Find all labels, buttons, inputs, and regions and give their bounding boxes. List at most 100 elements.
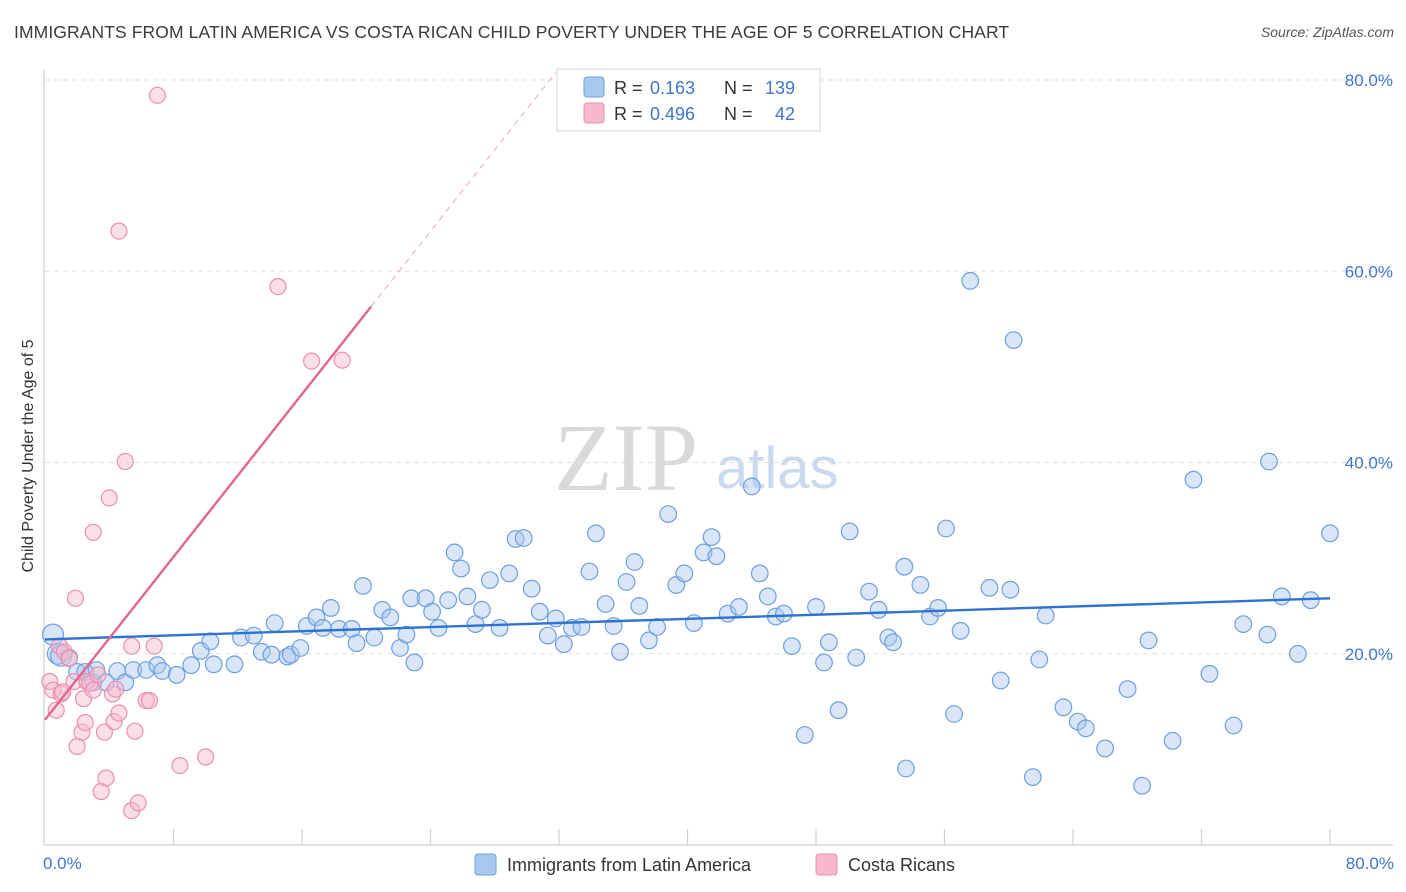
data-point-costa-ricans [140,691,158,710]
data-point-immigrants [911,576,930,594]
watermark-atlas: atlas [716,436,839,501]
data-point-costa-ricans [116,452,134,471]
data-point-immigrants [262,645,281,664]
data-point-immigrants [397,625,416,644]
stats-r-value-blue: 0.163 [650,78,695,98]
data-point-immigrants [182,656,201,675]
data-point-immigrants [897,759,915,778]
data-point-costa-ricans [126,722,144,740]
data-point-immigrants [1272,587,1291,606]
data-point-immigrants [1036,606,1055,625]
data-point-immigrants [1200,664,1219,683]
y-tick-label: 60.0% [1345,262,1393,281]
data-point-immigrants [204,655,223,674]
data-point-costa-ricans [92,782,110,801]
stats-r-label-pink: R = [614,104,643,124]
data-point-costa-ricans [84,523,102,541]
data-point-immigrants [1184,470,1203,489]
y-tick-label: 20.0% [1345,645,1393,664]
data-point-immigrants [554,635,573,654]
data-point-costa-ricans [84,681,102,699]
data-point-immigrants [820,633,838,652]
data-point-immigrants [458,587,477,606]
data-point-costa-ricans [145,637,163,655]
data-point-immigrants [951,621,970,640]
trend-line-costa-ricans [44,305,373,721]
data-point-immigrants [252,642,271,661]
data-point-immigrants [148,656,167,675]
y-tick-labels: 20.0% 40.0% 60.0% 80.0% [1345,71,1393,664]
data-point-immigrants [538,626,557,645]
data-point-costa-ricans [60,649,78,668]
stats-r-value-pink: 0.496 [650,104,695,124]
data-point-immigrants [452,559,470,578]
data-point-immigrants [1004,331,1023,350]
data-point-immigrants [1076,719,1095,738]
data-point-immigrants [1224,716,1243,735]
data-point-costa-ricans [110,704,128,722]
watermark: ZIP atlas [554,404,839,511]
data-point-immigrants [354,577,372,595]
data-point-immigrants [314,619,332,637]
data-point-costa-ricans [148,86,166,104]
data-point-costa-ricans [73,723,91,741]
data-point-immigrants [675,564,694,583]
data-point-immigrants [815,653,833,672]
data-point-immigrants [702,528,721,546]
y-axis-title: Child Poverty Under the Age of 5 [20,339,37,572]
series-immigrants-points [41,271,1339,795]
data-point-immigrants [281,645,300,664]
x-tick-label-max: 80.0% [1346,854,1394,873]
data-point-costa-ricans [47,701,65,719]
data-point-immigrants [124,661,143,679]
legend-label-immigrants: Immigrants from Latin America [507,855,752,875]
data-point-immigrants [625,553,644,571]
data-point-costa-ricans [303,352,321,370]
data-point-immigrants [730,598,748,616]
data-point-immigrants [707,547,726,566]
data-point-costa-ricans [105,712,123,731]
data-point-immigrants [116,673,135,692]
data-point-immigrants [490,619,509,637]
axes [43,70,1393,846]
data-point-immigrants [1001,580,1020,599]
data-point-immigrants [500,564,519,583]
data-point-immigrants [167,665,186,684]
data-point-costa-ricans [333,351,351,369]
data-point-immigrants [522,579,541,598]
data-point-immigrants [1096,739,1114,758]
data-point-immigrants [1288,644,1307,663]
chart-title: IMMIGRANTS FROM LATIN AMERICA VS COSTA R… [14,22,1010,42]
data-point-immigrants [1163,731,1182,750]
data-point-immigrants [580,562,599,581]
data-point-costa-ricans [197,748,215,766]
data-point-immigrants [630,597,649,615]
data-point-immigrants [445,543,464,562]
data-point-immigrants [611,642,629,661]
data-point-costa-ricans [171,756,189,775]
data-point-immigrants [481,571,499,589]
data-point-immigrants [795,726,814,744]
data-point-costa-ricans [54,683,72,701]
y-tick-label: 40.0% [1345,454,1393,473]
data-point-immigrants [225,655,244,674]
data-point-immigrants [758,587,777,606]
data-point-immigrants [381,608,400,627]
stats-n-label-pink: N = [724,104,753,124]
data-point-immigrants [1260,452,1278,471]
data-point-costa-ricans [103,685,122,703]
data-point-immigrants [1234,615,1253,633]
data-point-immigrants [783,637,801,655]
data-point-costa-ricans [110,222,128,240]
trend-line-costa-ricans-extrapolated [370,71,557,308]
stats-n-value-pink: 42 [775,104,795,124]
data-point-immigrants [980,578,999,597]
gridlines [45,79,1393,655]
data-point-immigrants [929,599,947,617]
data-point-costa-ricans [76,713,94,732]
data-point-immigrants [659,505,678,523]
data-point-immigrants [587,524,605,543]
series-costa-ricans-points [41,86,351,820]
data-point-immigrants [847,648,866,667]
data-point-immigrants [473,600,491,619]
